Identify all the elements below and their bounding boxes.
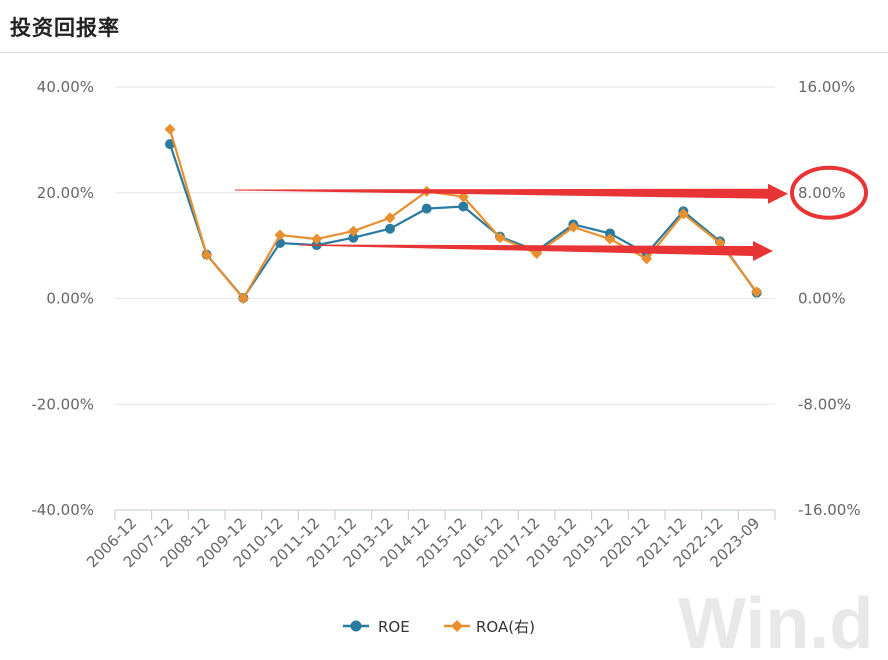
x-tick-labels: 2006-122007-122008-122009-122010-122011-…	[83, 514, 763, 571]
legend-label: ROE	[378, 618, 410, 636]
data-point	[604, 233, 616, 245]
series-line	[168, 128, 758, 301]
title-divider	[0, 52, 888, 53]
series-layer	[164, 123, 763, 304]
left-y-tick-label: -20.00%	[31, 395, 94, 413]
left-y-tick-label: 20.00%	[37, 184, 94, 202]
series-roa	[164, 123, 763, 304]
right-y-tick-label: -16.00%	[798, 501, 861, 519]
data-point	[347, 225, 359, 237]
left-y-tick-labels: 40.00% 20.00% 0.00% -20.00% -40.00%	[31, 78, 94, 519]
data-point	[311, 233, 323, 245]
legend: ROE ROA(右)	[343, 618, 535, 636]
page-title: 投资回报率	[10, 16, 120, 40]
watermark: Win.d	[678, 584, 873, 660]
data-point	[274, 229, 286, 241]
legend-marker	[451, 620, 463, 632]
data-point	[458, 201, 469, 212]
data-point	[348, 232, 359, 243]
gridlines	[115, 86, 775, 511]
left-y-tick-label: 0.00%	[46, 290, 94, 308]
legend-item-roa: ROA(右)	[444, 618, 535, 636]
axes	[114, 510, 776, 520]
data-point	[494, 232, 506, 244]
data-point	[567, 221, 579, 233]
data-point	[384, 212, 396, 224]
data-point	[385, 223, 395, 234]
data-point	[641, 253, 653, 265]
annotation-layer	[235, 165, 868, 261]
data-point	[605, 228, 615, 239]
data-point	[201, 249, 213, 261]
legend-marker	[350, 620, 362, 632]
annotation-arrow	[235, 183, 788, 204]
data-point	[421, 203, 432, 214]
annotation-arrow	[300, 240, 773, 261]
legend-label: ROA(右)	[476, 618, 535, 636]
right-y-tick-label: 0.00%	[798, 290, 846, 308]
right-y-tick-labels: 16.00% 8.00% 0.00% -8.00% -16.00%	[798, 78, 861, 519]
data-point	[677, 208, 689, 220]
data-point	[751, 286, 763, 298]
highlight-circle	[790, 165, 868, 220]
data-point	[714, 237, 726, 249]
left-y-tick-label: -40.00%	[31, 501, 94, 519]
right-y-tick-label: 16.00%	[798, 78, 855, 96]
right-y-tick-label: 8.00%	[798, 184, 846, 202]
left-y-tick-label: 40.00%	[37, 78, 94, 96]
data-point	[237, 293, 249, 304]
legend-item-roe: ROE	[343, 618, 410, 636]
right-y-tick-label: -8.00%	[798, 395, 851, 413]
data-point	[164, 123, 176, 135]
